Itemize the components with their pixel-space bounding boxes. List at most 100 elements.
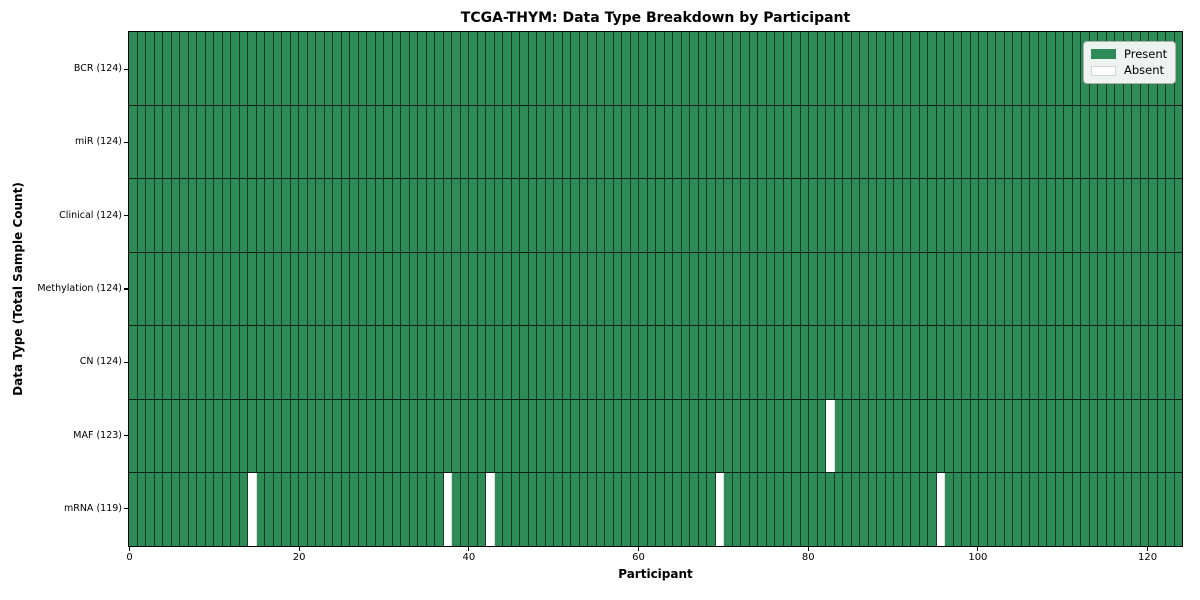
cell-present: [792, 326, 801, 399]
cell-present: [656, 32, 665, 105]
cell-present: [282, 32, 291, 105]
cell-present: [205, 32, 214, 105]
cell-present: [673, 32, 682, 105]
cell-present: [171, 252, 180, 326]
cell-present: [792, 105, 801, 179]
cell-present: [979, 326, 988, 399]
cell-present: [146, 179, 155, 252]
cell-present: [987, 179, 996, 252]
cell-present: [809, 179, 818, 252]
cell-present: [911, 32, 920, 105]
cell-present: [197, 473, 206, 547]
cell-present: [503, 326, 512, 399]
x-tick-mark: [468, 547, 470, 551]
cell-present: [333, 252, 342, 326]
cell-present: [962, 105, 971, 179]
y-tick-mark: [124, 288, 128, 290]
cell-present: [239, 399, 248, 473]
cell-present: [163, 473, 172, 547]
cell-present: [851, 179, 860, 252]
cell-present: [222, 252, 231, 326]
cell-present: [639, 252, 648, 326]
cell-present: [222, 473, 231, 547]
cell-present: [222, 326, 231, 399]
cell-present: [375, 105, 384, 179]
cell-present: [486, 32, 495, 105]
cell-present: [384, 473, 393, 547]
cell-present: [205, 399, 214, 473]
cell-present: [630, 32, 639, 105]
cell-present: [741, 252, 750, 326]
cell-present: [299, 105, 308, 179]
cell-present: [469, 326, 478, 399]
cell-present: [273, 473, 282, 547]
heatmap-row-clinical: [129, 179, 1182, 253]
cell-present: [511, 399, 520, 473]
cell-present: [358, 399, 367, 473]
cell-present: [1064, 105, 1073, 179]
cell-present: [1115, 105, 1124, 179]
cell-present: [562, 399, 571, 473]
cell-present: [928, 473, 937, 547]
cell-present: [367, 252, 376, 326]
cell-present: [902, 473, 911, 547]
cell-present: [290, 252, 299, 326]
cell-present: [324, 326, 333, 399]
cell-present: [809, 252, 818, 326]
cell-present: [919, 252, 928, 326]
cell-present: [996, 179, 1005, 252]
cell-present: [622, 399, 631, 473]
cell-present: [188, 252, 197, 326]
cell-present: [877, 32, 886, 105]
cell-present: [163, 252, 172, 326]
cell-present: [316, 179, 325, 252]
cell-present: [588, 105, 597, 179]
cell-present: [367, 32, 376, 105]
cell-present: [231, 32, 240, 105]
cell-present: [265, 252, 274, 326]
cell-present: [681, 399, 690, 473]
cell-present: [936, 399, 945, 473]
cell-present: [401, 179, 410, 252]
cell-present: [494, 399, 503, 473]
cell-present: [919, 32, 928, 105]
cell-present: [452, 473, 461, 547]
cell-present: [987, 326, 996, 399]
cell-present: [596, 32, 605, 105]
cell-present: [350, 179, 359, 252]
cell-present: [154, 252, 163, 326]
cell-present: [851, 105, 860, 179]
cell-present: [273, 399, 282, 473]
cell-present: [647, 326, 656, 399]
cell-present: [741, 326, 750, 399]
cell-present: [979, 399, 988, 473]
cell-present: [426, 252, 435, 326]
cell-present: [435, 105, 444, 179]
cell-present: [528, 473, 537, 547]
cell-present: [1157, 326, 1166, 399]
cell-present: [749, 179, 758, 252]
cell-present: [188, 179, 197, 252]
cell-present: [979, 179, 988, 252]
x-tick-label: 80: [801, 552, 815, 563]
cell-present: [622, 473, 631, 547]
cell-present: [588, 179, 597, 252]
cell-present: [851, 326, 860, 399]
cell-present: [690, 105, 699, 179]
cell-present: [724, 473, 733, 547]
cell-present: [1089, 399, 1098, 473]
cell-present: [554, 399, 563, 473]
cell-present: [834, 105, 843, 179]
cell-present: [341, 105, 350, 179]
cell-present: [851, 252, 860, 326]
cell-present: [137, 32, 146, 105]
cell-present: [1004, 32, 1013, 105]
cell-present: [1098, 326, 1107, 399]
cell-present: [562, 32, 571, 105]
cell-present: [970, 252, 979, 326]
cell-present: [758, 32, 767, 105]
cell-present: [477, 473, 486, 547]
cell-present: [1123, 326, 1132, 399]
cell-present: [273, 105, 282, 179]
cell-present: [970, 399, 979, 473]
